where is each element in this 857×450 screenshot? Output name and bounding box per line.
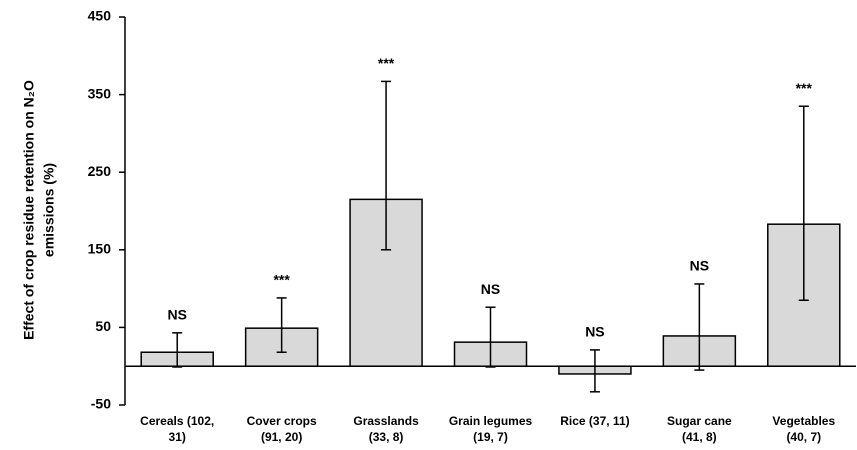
y-tick-label: 50 — [95, 318, 111, 334]
x-tick-label: (40, 7) — [786, 430, 821, 444]
x-tick-label: (41, 8) — [682, 430, 717, 444]
x-tick-label: 31) — [169, 430, 186, 444]
x-tick-label: Cover crops — [247, 414, 317, 428]
x-tick-label: (33, 8) — [369, 430, 404, 444]
significance-label: NS — [167, 307, 186, 323]
x-tick-label: Grasslands — [353, 414, 419, 428]
y-tick-label: -50 — [91, 396, 111, 412]
significance-label: *** — [378, 55, 395, 71]
significance-label: NS — [690, 258, 709, 274]
x-tick-label: Vegetables — [772, 414, 835, 428]
x-tick-label: Sugar cane — [667, 414, 732, 428]
y-tick-label: 350 — [88, 85, 112, 101]
significance-label: *** — [273, 272, 290, 288]
x-tick-label: Rice (37, 11) — [560, 414, 629, 428]
y-tick-label: 250 — [88, 163, 112, 179]
y-tick-label: 150 — [88, 241, 112, 257]
x-tick-label: (91, 20) — [261, 430, 302, 444]
y-axis-label: emissions (%) — [41, 163, 57, 257]
significance-label: NS — [481, 281, 500, 297]
significance-label: NS — [585, 324, 604, 340]
significance-label: *** — [796, 80, 813, 96]
y-axis-label: Effect of crop residue retention on N₂O — [21, 80, 37, 340]
x-tick-label: Cereals (102, — [140, 414, 214, 428]
x-tick-label: Grain legumes — [449, 414, 533, 428]
x-tick-label: (19, 7) — [473, 430, 508, 444]
y-tick-label: 450 — [88, 8, 112, 24]
